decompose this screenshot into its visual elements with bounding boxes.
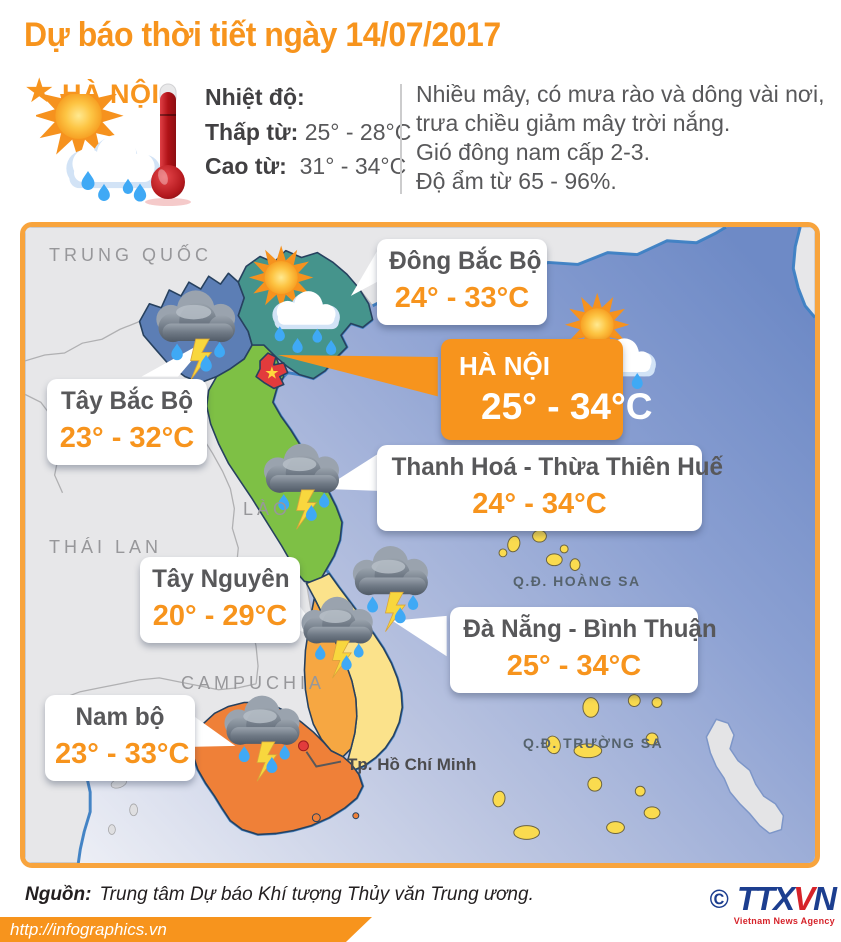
callout-dong-bac-bo: Đông Bắc Bộ 24° - 33°C [377,239,547,325]
callout-thanh-hoa-thua-thien-hue: Thanh Hoá - Thừa Thiên Huế 24° - 34°C [377,445,723,531]
tail-dong-bac-bo [350,248,379,296]
website-link[interactable]: http://infographics.vn [10,920,167,939]
vietnam-weather-map: ★ [20,222,820,868]
temp-low: Thấp từ: 25° - 28°C [205,119,412,145]
label-hoang-sa: Q.Đ. HOÀNG SA [513,573,641,589]
temperature-panel: Nhiệt độ: Thấp từ: 25° - 28°C Cao từ: 31… [205,84,411,187]
temp-high: Cao từ: 31° - 34°C [205,153,407,179]
pin-connector [305,751,342,768]
copyright-icon: © [709,883,729,914]
hanoi-star-icon: ★ [264,364,279,383]
label-cambodia: CAMPUCHIA [181,673,326,693]
ttxvn-wordmark: TTXVN [736,880,837,917]
label-china: TRUNG QUỐC [49,245,212,265]
callout-tay-bac-bo: Tây Bắc Bộ 23° - 32°C [47,379,207,465]
region-ha-noi [255,352,289,390]
website-bar: http://infographics.vn [0,917,372,942]
callout-nam-bo: Nam bộ 23° - 33°C [45,695,195,781]
callout-tay-nguyen: Tây Nguyên 20° - 29°C [140,557,300,643]
divider [400,84,402,194]
truong-sa-islands [492,694,663,840]
label-tp-ho-chi-minh: Tp. Hồ Chí Minh [347,755,477,774]
agency-tagline: Vietnam News Agency [733,916,835,926]
tail-da-nang [392,615,447,657]
source-credit: Nguồn: Trung tâm Dự báo Khí tượng Thủy vă… [25,884,534,905]
ttxvn-logo: © TTXVN Vietnam News Agency [670,880,837,926]
thermometer-icon [145,83,191,206]
label-laos: LÀO [243,499,292,519]
label-thailand: THÁI LAN [49,537,163,557]
forecast-description: Nhiều mây, có mưa rào và dông vài nơi, t… [416,81,825,194]
tail-nam-bo [189,713,236,747]
label-truong-sa: Q.Đ. TRƯỜNG SA [523,735,664,751]
callout-da-nang-binh-thuan: Đà Nẵng - Bình Thuận 25° - 34°C [450,607,717,693]
hoang-sa-islands [498,529,581,572]
page-title: Dự báo thời tiết ngày 14/07/2017 [24,16,501,54]
island-gray-east [705,718,785,835]
city-pin-icon [298,740,309,752]
temp-heading: Nhiệt độ: [205,84,305,110]
callout-ha-noi: HÀ NỘI 25° - 34°C [441,339,653,440]
